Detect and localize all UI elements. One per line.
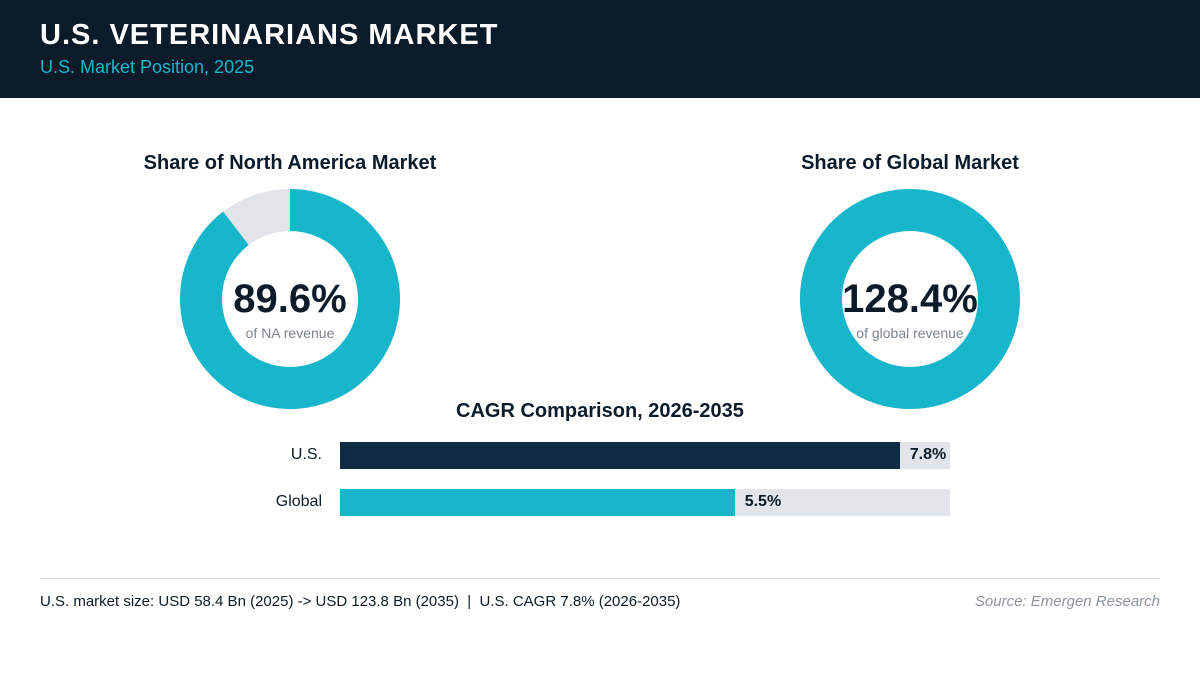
bar-value-us: 7.8% xyxy=(909,446,947,463)
footer-divider xyxy=(40,578,1160,579)
cagr-chart-title: CAGR Comparison, 2026-2035 xyxy=(456,400,744,422)
na-center-label: of NA revenue xyxy=(245,325,335,341)
page-subtitle: U.S. Market Position, 2025 xyxy=(40,57,255,77)
footer-note: U.S. market size: USD 58.4 Bn (2025) -> … xyxy=(40,593,681,610)
global-donut-title: Share of Global Market xyxy=(801,152,1019,174)
bar-label-us: U.S. xyxy=(290,446,322,463)
na-donut-slice xyxy=(180,189,400,409)
bar-track-us: 7.8% xyxy=(340,442,950,469)
global-center-value: 128.4% xyxy=(842,277,978,321)
bar-label-global: Global xyxy=(275,493,322,510)
na-donut-title: Share of North America Market xyxy=(143,152,437,174)
global-center-label: of global revenue xyxy=(856,325,964,341)
bar-value-global: 5.5% xyxy=(744,493,782,510)
bar-global xyxy=(340,489,735,516)
global-donut-slice xyxy=(800,189,1020,409)
bar-us xyxy=(340,442,900,469)
header-banner: U.S. VETERINARIANS MARKET U.S. Market Po… xyxy=(0,0,1200,98)
na-center-value: 89.6% xyxy=(233,277,347,321)
page-title: U.S. VETERINARIANS MARKET xyxy=(40,19,499,51)
source-credit: Source: Emergen Research xyxy=(974,593,1160,610)
bar-track-global: 5.5% xyxy=(340,489,950,516)
global-donut-chart xyxy=(800,189,1020,409)
na-donut-chart xyxy=(180,189,400,409)
